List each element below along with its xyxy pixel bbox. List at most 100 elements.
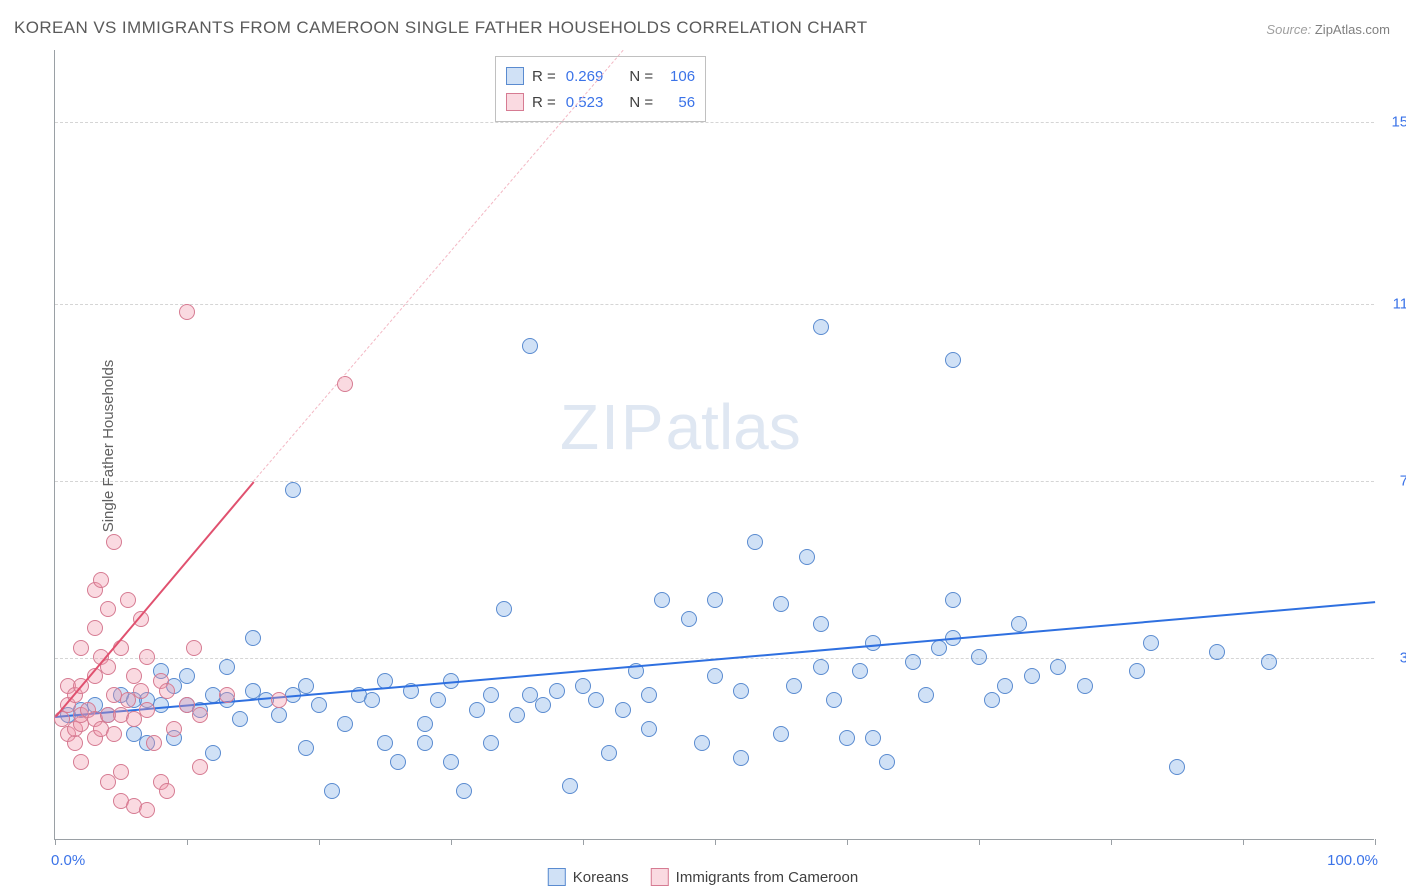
data-point: [1143, 635, 1159, 651]
stats-row-pink: R = 0.523 N = 56: [506, 89, 695, 115]
x-tick-right: 100.0%: [1327, 852, 1378, 869]
data-point: [1129, 663, 1145, 679]
data-point: [364, 692, 380, 708]
data-point: [945, 352, 961, 368]
watermark-zip: ZIP: [560, 391, 666, 463]
n-label: N =: [629, 68, 653, 85]
data-point: [298, 740, 314, 756]
data-point: [1011, 616, 1027, 632]
data-point: [120, 592, 136, 608]
gridline: [55, 122, 1374, 123]
n-value-blue: 106: [663, 68, 695, 85]
data-point: [601, 745, 617, 761]
x-tick: [979, 839, 980, 845]
data-point: [106, 726, 122, 742]
data-point: [324, 783, 340, 799]
plot-area: ZIPatlas R = 0.269 N = 106 R = 0.523 N =…: [54, 50, 1374, 840]
x-tick: [1243, 839, 1244, 845]
data-point: [67, 735, 83, 751]
swatch-pink: [506, 93, 524, 111]
data-point: [113, 764, 129, 780]
n-value-pink: 56: [663, 94, 695, 111]
data-point: [1169, 759, 1185, 775]
gridline: [55, 304, 1374, 305]
swatch-pink: [651, 868, 669, 886]
data-point: [139, 702, 155, 718]
data-point: [1077, 678, 1093, 694]
x-tick: [187, 839, 188, 845]
data-point: [971, 649, 987, 665]
data-point: [535, 697, 551, 713]
data-point: [773, 596, 789, 612]
data-point: [139, 802, 155, 818]
stats-legend: R = 0.269 N = 106 R = 0.523 N = 56: [495, 56, 706, 122]
swatch-blue: [548, 868, 566, 886]
y-tick-label: 15.0%: [1379, 113, 1406, 130]
data-point: [219, 659, 235, 675]
trend-line: [253, 50, 623, 482]
x-tick: [715, 839, 716, 845]
data-point: [219, 687, 235, 703]
data-point: [813, 616, 829, 632]
data-point: [73, 640, 89, 656]
data-point: [588, 692, 604, 708]
data-point: [918, 687, 934, 703]
data-point: [417, 735, 433, 751]
data-point: [852, 663, 868, 679]
data-point: [496, 601, 512, 617]
x-tick: [451, 839, 452, 845]
data-point: [522, 338, 538, 354]
watermark-atlas: atlas: [666, 391, 801, 463]
data-point: [1024, 668, 1040, 684]
data-point: [615, 702, 631, 718]
data-point: [1050, 659, 1066, 675]
data-point: [997, 678, 1013, 694]
r-label: R =: [532, 68, 556, 85]
x-tick: [583, 839, 584, 845]
data-point: [377, 735, 393, 751]
x-tick: [55, 839, 56, 845]
chart-source: Source: ZipAtlas.com: [1266, 22, 1390, 37]
data-point: [179, 304, 195, 320]
data-point: [245, 630, 261, 646]
data-point: [73, 754, 89, 770]
data-point: [984, 692, 1000, 708]
data-point: [641, 687, 657, 703]
data-point: [186, 640, 202, 656]
watermark: ZIPatlas: [560, 390, 801, 464]
data-point: [337, 716, 353, 732]
data-point: [641, 721, 657, 737]
data-point: [417, 716, 433, 732]
x-tick: [319, 839, 320, 845]
data-point: [298, 678, 314, 694]
swatch-blue: [506, 67, 524, 85]
y-tick-label: 3.8%: [1379, 650, 1406, 667]
data-point: [271, 707, 287, 723]
data-point: [945, 592, 961, 608]
data-point: [865, 730, 881, 746]
n-label: N =: [629, 94, 653, 111]
data-point: [159, 683, 175, 699]
data-point: [159, 783, 175, 799]
data-point: [390, 754, 406, 770]
data-point: [813, 319, 829, 335]
data-point: [271, 692, 287, 708]
y-tick-label: 7.5%: [1379, 472, 1406, 489]
data-point: [905, 654, 921, 670]
data-point: [93, 572, 109, 588]
chart-container: KOREAN VS IMMIGRANTS FROM CAMEROON SINGL…: [0, 0, 1406, 892]
data-point: [694, 735, 710, 751]
data-point: [430, 692, 446, 708]
data-point: [232, 711, 248, 727]
data-point: [733, 683, 749, 699]
chart-title: KOREAN VS IMMIGRANTS FROM CAMEROON SINGL…: [14, 18, 868, 38]
data-point: [133, 683, 149, 699]
data-point: [483, 687, 499, 703]
data-point: [562, 778, 578, 794]
data-point: [733, 750, 749, 766]
data-point: [192, 707, 208, 723]
data-point: [1209, 644, 1225, 660]
legend-item-pink: Immigrants from Cameroon: [651, 868, 859, 886]
data-point: [654, 592, 670, 608]
data-point: [456, 783, 472, 799]
